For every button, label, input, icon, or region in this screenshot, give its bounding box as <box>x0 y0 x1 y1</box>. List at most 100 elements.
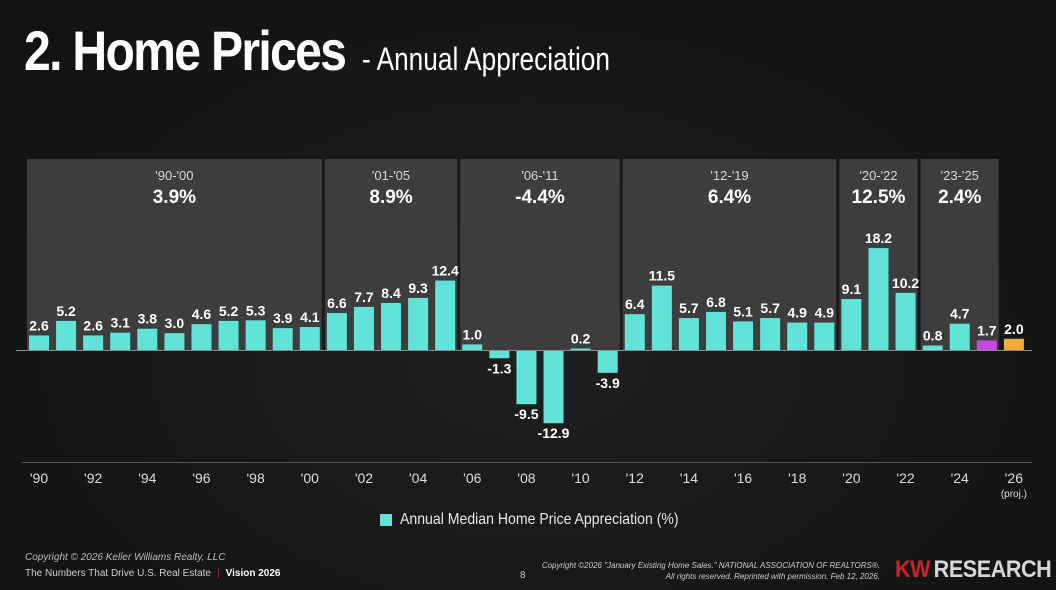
bar-1998 <box>245 320 266 350</box>
period-label: '06-'11 <box>521 168 558 183</box>
x-tick-label: '26 <box>1005 470 1023 486</box>
bar-value-label: 0.2 <box>571 331 591 347</box>
bar-2013 <box>651 285 672 350</box>
bar-1996 <box>191 324 212 350</box>
x-tick-label: '18 <box>788 470 806 486</box>
bar-value-label: 5.1 <box>733 303 753 319</box>
bar-value-label: 12.4 <box>432 263 459 279</box>
bar-1997 <box>218 320 239 350</box>
x-tick-label: '08 <box>517 470 535 486</box>
x-tick-label: '22 <box>896 470 914 486</box>
bar-2020 <box>841 299 862 350</box>
bar-2012 <box>624 314 645 350</box>
bar-value-label: 2.6 <box>29 317 49 333</box>
bar-1999 <box>272 328 293 350</box>
period-average: 6.4% <box>708 187 751 208</box>
period-average: 8.9% <box>369 187 412 208</box>
bar-2016 <box>733 321 754 350</box>
bar-2005 <box>435 280 456 350</box>
period-label: '20-'22 <box>859 168 897 183</box>
x-tick-label: '92 <box>84 470 102 486</box>
bar-value-label: 9.1 <box>842 281 862 297</box>
bar-2014 <box>678 318 699 350</box>
x-tick-label: '90 <box>30 470 48 486</box>
source-line-2: All rights reserved. Reprinted with perm… <box>665 572 880 581</box>
bar-value-label: 5.7 <box>760 300 780 316</box>
bar-value-label: 3.1 <box>111 315 131 331</box>
bar-2008 <box>516 351 537 405</box>
source-line-1: Copyright ©2026 "January Existing Home S… <box>541 561 880 570</box>
period-box <box>920 159 999 350</box>
bar-value-label: 1.7 <box>977 322 997 338</box>
period-label: '01-'05 <box>372 168 410 183</box>
x-tick-label: '12 <box>626 470 644 486</box>
period-label: '12-'19 <box>710 168 748 183</box>
period-average: -4.4% <box>515 187 565 208</box>
bar-value-label: 5.2 <box>56 303 76 319</box>
bar-value-label: 8.4 <box>381 285 401 301</box>
period-average: 3.9% <box>153 187 196 208</box>
slide-title: 2. Home Prices - Annual Appreciation <box>24 18 664 83</box>
bar-value-label: -3.9 <box>596 375 620 391</box>
bar-1993 <box>110 332 131 350</box>
period-average: 2.4% <box>938 187 981 208</box>
bar-2001 <box>326 313 347 350</box>
x-tick-label: '14 <box>680 470 698 486</box>
bar-2023 <box>922 345 943 350</box>
chart-legend: Annual Median Home Price Appreciation (%… <box>380 511 717 529</box>
bar-value-label: 4.9 <box>788 305 808 321</box>
bar-2006 <box>462 344 483 350</box>
bar-value-label: 7.7 <box>354 289 374 305</box>
bar-2026 <box>1003 338 1024 350</box>
x-tick-label: '96 <box>192 470 210 486</box>
legend-swatch <box>380 514 392 526</box>
bar-value-label: 10.2 <box>892 275 919 291</box>
bar-value-label: 9.3 <box>408 280 428 296</box>
bar-2017 <box>760 318 781 350</box>
bar-value-label: 4.6 <box>192 306 212 322</box>
bar-2021 <box>868 248 889 350</box>
bar-value-label: 2.6 <box>83 317 103 333</box>
bar-value-label: 4.9 <box>815 305 835 321</box>
bar-value-label: 5.3 <box>246 302 266 318</box>
bar-value-label: 2.0 <box>1004 321 1024 337</box>
page-subtitle: - Annual Appreciation <box>361 41 610 77</box>
bar-value-label: 11.5 <box>649 268 676 284</box>
footer-separator: | <box>217 568 220 579</box>
bar-value-label: 3.8 <box>138 311 158 327</box>
bar-2025 <box>976 340 997 350</box>
legend-label: Annual Median Home Price Appreciation (%… <box>400 511 679 528</box>
period-label: '90-'00 <box>155 168 193 183</box>
bar-value-label: 5.2 <box>219 303 239 319</box>
bar-2019 <box>814 322 835 350</box>
x-tick-label: '02 <box>355 470 373 486</box>
x-tick-label: '94 <box>138 470 156 486</box>
bar-value-label: 0.8 <box>923 328 943 344</box>
x-tick-label: '16 <box>734 470 752 486</box>
bar-1994 <box>137 328 158 350</box>
x-tick-label: '98 <box>247 470 265 486</box>
kw-research-logo: KW RESEARCH <box>895 556 1052 584</box>
page-number: 8 <box>520 570 526 581</box>
bar-2010 <box>570 348 591 350</box>
bar-2022 <box>895 292 916 350</box>
period-average: 12.5% <box>852 187 906 208</box>
bar-value-label: 6.8 <box>706 294 726 310</box>
x-tick-label: '20 <box>842 470 860 486</box>
bar-value-label: -12.9 <box>538 425 570 441</box>
bar-2007 <box>489 351 510 359</box>
bar-value-label: 18.2 <box>865 230 892 246</box>
bar-value-label: -9.5 <box>514 406 538 422</box>
period-box <box>27 159 322 350</box>
footer-tagline: The Numbers That Drive U.S. Real Estate <box>25 568 211 579</box>
bar-2009 <box>543 351 564 424</box>
bar-value-label: 6.4 <box>625 296 645 312</box>
bar-1995 <box>164 333 185 350</box>
period-label: '23-'25 <box>941 168 979 183</box>
page-title: 2. Home Prices <box>24 19 347 82</box>
bar-value-label: 5.7 <box>679 300 699 316</box>
x-tick-label: '04 <box>409 470 427 486</box>
footer-copyright: Copyright © 2026 Keller Williams Realty,… <box>25 552 226 563</box>
x-tick-label: '24 <box>951 470 969 486</box>
